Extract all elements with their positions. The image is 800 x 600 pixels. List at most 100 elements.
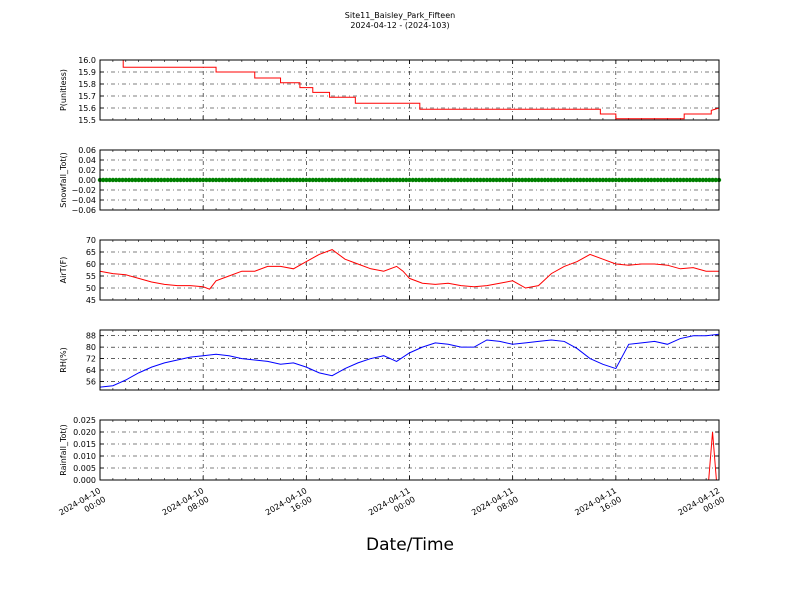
series-line-0: [99, 333, 720, 388]
data-point: [333, 177, 338, 183]
data-point: [462, 177, 467, 183]
data-point: [378, 177, 383, 183]
data-point: [329, 177, 335, 183]
panel-0: 16.0 15.9 15.8 15.7 15.6 15.5 P(unitless): [59, 56, 720, 125]
data-point: [139, 177, 145, 183]
y-axis-label: P(unitless): [59, 69, 68, 111]
chart-subtitle: 2024-04-12 - (2024-103): [350, 21, 449, 30]
data-point: [536, 177, 541, 183]
data-point: [616, 177, 622, 183]
y-tick-label: 15.7: [78, 92, 96, 101]
data-point: [275, 177, 280, 183]
data-point: [603, 177, 609, 183]
plot-frame: [99, 239, 720, 301]
panel-1: 0.060.040.020.00−0.02−0.04−0.06Snowfall_…: [59, 146, 722, 215]
data-point: [455, 177, 461, 183]
data-point: [520, 177, 525, 183]
data-point: [594, 177, 599, 183]
data-point: [674, 177, 680, 183]
data-point: [597, 177, 602, 183]
data-point: [481, 177, 486, 183]
data-point: [484, 177, 490, 183]
data-point: [665, 177, 670, 183]
data-point: [355, 177, 361, 183]
data-point: [136, 177, 141, 183]
data-point: [439, 177, 444, 183]
data-point: [645, 177, 651, 183]
data-point: [220, 177, 225, 183]
data-point: [445, 177, 451, 183]
data-point: [639, 177, 644, 183]
y-tick-label: 88: [86, 332, 96, 341]
data-point: [529, 177, 535, 183]
data-point: [436, 177, 441, 183]
data-point: [516, 177, 522, 183]
y-tick-label: 45: [86, 296, 96, 305]
data-point: [497, 177, 502, 183]
data-point: [281, 177, 286, 183]
data-point: [694, 177, 699, 183]
data-point: [133, 177, 138, 183]
y-tick-label: 15.6: [78, 104, 96, 113]
data-point: [558, 177, 564, 183]
data-point: [571, 177, 577, 183]
data-point: [258, 177, 264, 183]
x-axis-label: Date/Time: [366, 535, 454, 555]
data-point: [346, 177, 351, 183]
y-tick-label: 16.0: [78, 56, 96, 65]
data-point: [252, 177, 257, 183]
data-point: [526, 177, 531, 183]
data-point: [494, 177, 499, 183]
data-point: [313, 177, 319, 183]
data-point: [217, 177, 222, 183]
data-point: [168, 177, 174, 183]
data-point: [587, 177, 593, 183]
data-point: [336, 177, 341, 183]
y-tick-label: 0.000: [73, 476, 96, 485]
data-point: [326, 177, 332, 183]
data-point: [691, 177, 696, 183]
data-point: [545, 177, 551, 183]
data-point: [117, 177, 122, 183]
data-point: [710, 177, 715, 183]
data-point: [223, 177, 228, 183]
data-point: [126, 177, 132, 183]
data-point: [181, 177, 187, 183]
data-point: [294, 177, 299, 183]
data-point: [458, 177, 464, 183]
data-point: [152, 177, 158, 183]
chart-title: Site11_Baisley_Park_Fifteen: [345, 11, 455, 20]
data-point: [291, 177, 296, 183]
data-point: [523, 177, 528, 183]
series-line-0: [100, 59, 720, 120]
data-point: [204, 177, 209, 183]
data-point: [265, 177, 270, 183]
y-tick-label: 50: [86, 284, 96, 293]
y-tick-label: 0.04: [78, 156, 96, 165]
data-point: [671, 177, 677, 183]
data-point: [549, 177, 554, 183]
y-tick-label: 15.9: [78, 68, 96, 77]
data-point: [687, 177, 693, 183]
y-tick-label: 0.025: [73, 416, 96, 425]
panel-3: 88 80 72 64 56 RH(%): [59, 329, 720, 391]
data-point: [239, 177, 245, 183]
data-point: [371, 177, 377, 183]
data-point: [342, 177, 348, 183]
data-point: [200, 177, 206, 183]
data-point: [394, 177, 399, 183]
data-point: [407, 177, 412, 183]
data-point: [146, 177, 151, 183]
y-tick-label: 65: [86, 248, 96, 257]
data-point: [632, 177, 638, 183]
data-point: [433, 177, 438, 183]
series-line-0: [99, 249, 719, 290]
data-point: [391, 177, 396, 183]
y-tick-label: 0.015: [73, 440, 96, 449]
y-tick-label: 80: [86, 343, 96, 352]
data-point: [507, 177, 512, 183]
